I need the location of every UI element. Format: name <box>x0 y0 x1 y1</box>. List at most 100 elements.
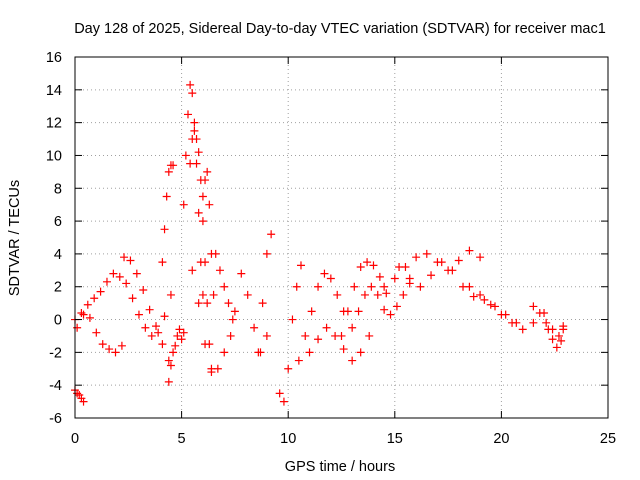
data-point <box>454 256 463 265</box>
data-point <box>348 356 357 365</box>
data-point <box>134 310 143 319</box>
data-point <box>288 315 297 324</box>
data-point <box>164 377 173 386</box>
data-point <box>529 302 538 311</box>
plot-frame <box>74 56 609 419</box>
data-point <box>179 328 188 337</box>
data-point <box>85 313 94 322</box>
data-point <box>535 308 544 317</box>
data-point <box>557 336 566 345</box>
data-point <box>209 290 218 299</box>
data-point <box>529 318 538 327</box>
axes: 0 5 10 15 20 25 -6 -4 -2 0 2 4 6 8 10 12 14 16 <box>46 50 616 447</box>
data-point <box>164 356 173 365</box>
data-point <box>201 340 210 349</box>
data-point <box>284 364 293 373</box>
x-tick-label: 10 <box>280 431 296 447</box>
data-point <box>380 282 389 291</box>
data-point <box>465 246 474 255</box>
data-point <box>198 217 207 226</box>
data-point <box>203 167 212 176</box>
data-point <box>390 274 399 283</box>
data-point <box>109 269 118 278</box>
data-point <box>559 325 568 334</box>
data-point <box>392 302 401 311</box>
data-point <box>544 325 553 334</box>
data-point <box>152 322 161 331</box>
data-series <box>71 80 568 406</box>
data-point <box>262 249 271 258</box>
data-point <box>145 305 154 314</box>
data-point <box>367 282 376 291</box>
data-point <box>194 299 203 308</box>
data-point <box>554 331 563 340</box>
data-point <box>399 290 408 299</box>
data-point <box>465 282 474 291</box>
data-point <box>448 266 457 275</box>
data-point <box>203 299 212 308</box>
data-point <box>258 299 267 308</box>
data-point <box>160 312 169 321</box>
data-point <box>360 290 369 299</box>
data-point <box>147 331 156 340</box>
data-point <box>190 118 199 127</box>
y-tick-label: 0 <box>54 313 62 329</box>
y-tick-label: -2 <box>49 345 62 361</box>
data-point <box>141 323 150 332</box>
data-point <box>166 290 175 299</box>
data-point <box>373 290 382 299</box>
data-point <box>476 253 485 262</box>
data-point <box>213 364 222 373</box>
data-point <box>83 300 92 309</box>
data-point <box>320 269 329 278</box>
data-point <box>194 208 203 217</box>
data-point <box>154 328 163 337</box>
data-point <box>164 167 173 176</box>
data-point <box>343 307 352 316</box>
x-tick-label: 20 <box>493 431 509 447</box>
data-point <box>224 299 233 308</box>
data-point <box>201 176 210 185</box>
data-point <box>476 290 485 299</box>
data-point <box>307 307 316 316</box>
data-point <box>230 307 239 316</box>
data-point <box>188 266 197 275</box>
data-point <box>348 323 357 332</box>
data-point <box>198 290 207 299</box>
data-point <box>73 323 82 332</box>
data-point <box>132 269 141 278</box>
y-tick-label: 12 <box>46 116 62 132</box>
data-point <box>314 335 323 344</box>
data-point <box>220 348 229 357</box>
data-point <box>122 279 131 288</box>
data-point <box>173 331 182 340</box>
y-tick-label: -6 <box>49 411 62 427</box>
data-point <box>205 200 214 209</box>
data-point <box>228 315 237 324</box>
data-point <box>375 272 384 281</box>
data-point <box>305 348 314 357</box>
data-point <box>548 335 557 344</box>
data-point <box>198 192 207 201</box>
data-point <box>92 328 101 337</box>
data-point <box>405 274 414 283</box>
data-point <box>105 345 114 354</box>
y-tick-label: 8 <box>54 181 62 197</box>
data-point <box>169 161 178 170</box>
data-point <box>207 368 216 377</box>
data-point <box>192 135 201 144</box>
data-point <box>250 323 259 332</box>
data-point <box>175 325 184 334</box>
data-point <box>326 274 335 283</box>
data-point <box>166 361 175 370</box>
data-point <box>169 348 178 357</box>
x-axis-label: GPS time / hours <box>285 459 395 475</box>
y-tick-label: 4 <box>54 247 62 263</box>
data-point <box>518 325 527 334</box>
data-point <box>79 397 88 406</box>
data-point <box>337 331 346 340</box>
data-point <box>254 348 263 357</box>
data-point <box>354 307 363 316</box>
y-tick-label: 16 <box>46 50 62 66</box>
